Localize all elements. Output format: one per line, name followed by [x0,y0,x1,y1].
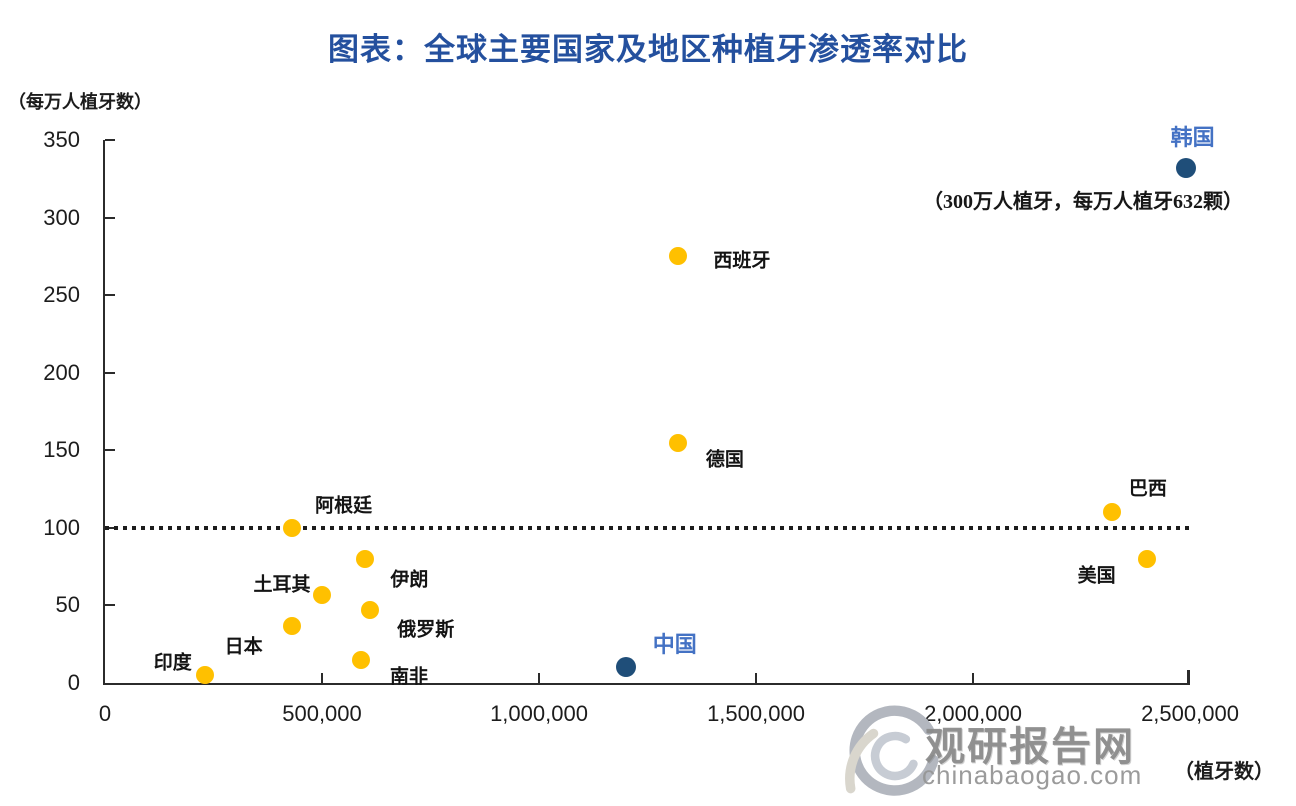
data-point-巴西 [1102,503,1121,522]
x-axis-unit-label: （植牙数） [1174,761,1274,783]
reference-line-100 [105,525,1190,530]
plot-area: 印度 日本 阿根廷土耳其 伊朗俄罗斯南非 中国 西班牙德国巴西美国 韩国 [103,125,1215,688]
x-axis-tick [755,673,757,683]
data-point-中国 [615,657,636,678]
data-point-label-西班牙: 西班牙 [713,250,771,272]
watermark-domain: chinabaogao.com [922,760,1143,790]
data-point-俄罗斯 [360,601,379,620]
y-axis-tick-label: 150 [43,437,80,463]
data-point-阿根廷 [282,518,301,537]
y-axis-tick-label: 0 [67,670,80,695]
data-point-西班牙 [668,247,687,266]
x-axis-tick-label: 500,000 [282,701,362,726]
x-axis-tick [321,673,323,683]
y-axis-tick-label: 50 [55,592,80,618]
data-point-伊朗 [356,549,375,568]
data-point-label-土耳其: 土耳其 [253,574,311,596]
x-axis-tick [972,673,974,683]
data-point-日本 [282,616,301,635]
y-axis-tick [105,604,115,607]
data-point-印度 [195,666,214,685]
x-axis-tick-label: 2,000,000 [924,701,1022,726]
data-point-label-巴西: 巴西 [1128,478,1167,500]
y-axis-tick [105,449,115,452]
y-axis-tick [105,139,115,141]
data-point-德国 [668,433,687,452]
y-axis-tick-label: 350 [43,127,80,152]
x-axis-tick-label: 1,500,000 [707,701,805,726]
data-point-label-印度: 印度 [153,652,192,674]
y-axis-tick [105,216,115,219]
korea-annotation: （300万人植牙，每万人植牙632颗） [923,191,1243,213]
data-point-label-伊朗: 伊朗 [390,569,429,591]
data-point-label-韩国: 韩国 [1170,124,1215,150]
data-point-label-俄罗斯: 俄罗斯 [397,619,455,641]
x-axis-tick [538,673,540,683]
data-point-label-日本: 日本 [224,636,263,658]
x-axis-tick [1187,670,1190,683]
y-axis-tick-label: 300 [43,204,80,230]
data-point-label-中国: 中国 [652,632,697,658]
chart-title: 图表：全球主要国家及地区种植牙渗透率对比 [328,32,968,67]
data-point-土耳其 [313,585,331,604]
y-axis-tick-label: 100 [43,514,80,540]
y-axis-tick-label: 250 [43,282,80,308]
data-point-韩国 [1175,157,1196,178]
x-axis-tick-label: 0 [98,701,112,726]
data-point-南非 [352,650,371,669]
data-point-label-德国: 德国 [705,449,744,471]
data-point-label-南非: 南非 [390,666,429,688]
x-axis-tick-label: 2,500,000 [1141,701,1239,726]
y-axis-unit-label: （每万人植牙数） [8,92,152,112]
data-point-label-阿根廷: 阿根廷 [315,495,373,517]
x-axis-tick-label: 1,000,000 [490,701,588,726]
y-axis-tick [105,294,115,297]
data-point-美国 [1137,549,1156,568]
data-point-label-美国: 美国 [1077,565,1116,587]
y-axis-tick [105,371,115,374]
y-axis-tick-label: 200 [43,359,80,385]
